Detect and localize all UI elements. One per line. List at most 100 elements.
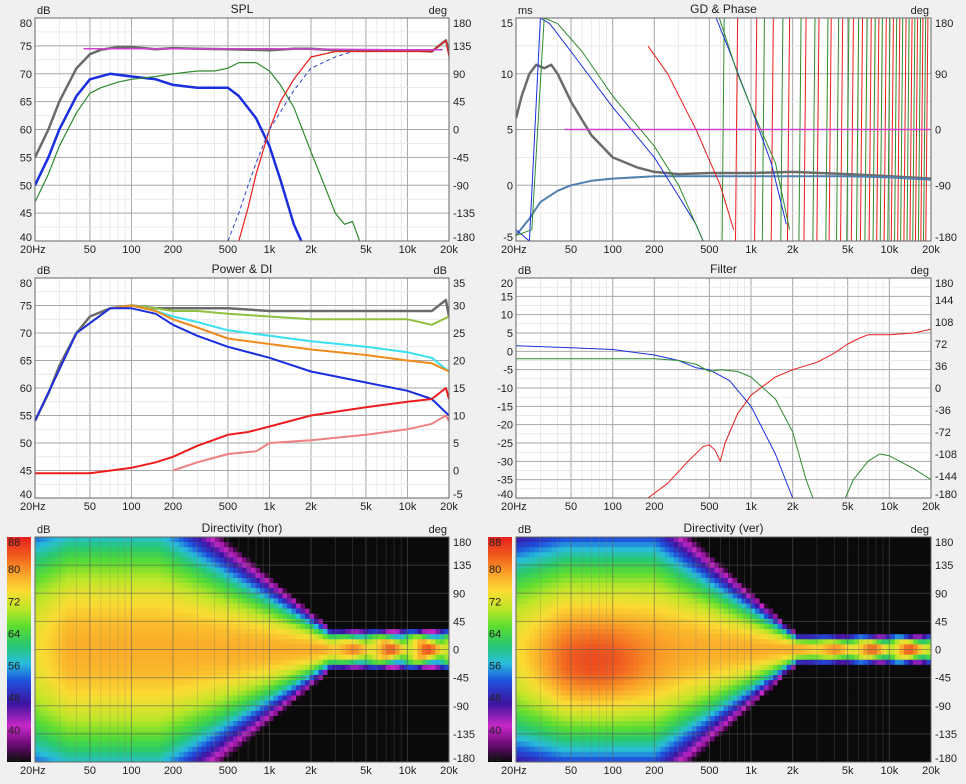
heat-cell (161, 583, 166, 589)
heat-cell (359, 598, 364, 604)
heat-cell (130, 557, 135, 563)
heat-cell (233, 747, 238, 753)
heat-cell (543, 629, 548, 635)
heat-cell (139, 542, 144, 548)
heat-cell (355, 752, 360, 758)
heat-cell (179, 614, 184, 620)
heat-cell (139, 650, 144, 656)
heat-cell (112, 650, 117, 656)
heat-cell (80, 726, 85, 732)
heat-cell (116, 696, 121, 702)
heat-cell (193, 655, 198, 661)
heat-cell (197, 552, 202, 558)
heat-cell (534, 711, 539, 717)
heat-cell (337, 583, 342, 589)
heat-cell (539, 752, 544, 758)
heat-cell (247, 537, 252, 543)
heat-cell (125, 690, 130, 696)
heat-cell (62, 660, 67, 666)
heat-cell (58, 742, 63, 748)
heat-cell (400, 665, 405, 671)
heat-cell (193, 716, 198, 722)
heat-cell (400, 583, 405, 589)
heat-cell (215, 568, 220, 574)
heat-cell (409, 598, 414, 604)
heat-cell (534, 542, 539, 548)
heat-cell (314, 578, 319, 584)
heat-cell (377, 736, 382, 742)
x-tick-label: 10k (399, 501, 417, 513)
heat-cell (193, 665, 198, 671)
heat-cell (125, 639, 130, 645)
heat-cell (233, 547, 238, 553)
heat-cell (49, 650, 54, 656)
heat-cell (188, 711, 193, 717)
heat-cell (112, 552, 117, 558)
heat-cell (161, 696, 166, 702)
heat-cell (310, 736, 315, 742)
heat-cell (116, 685, 121, 691)
heat-cell (67, 537, 72, 543)
heat-cell (238, 736, 243, 742)
heat-cell (179, 542, 184, 548)
x-tick-label: 500 (219, 765, 237, 777)
heat-cell (409, 747, 414, 753)
heat-cell (274, 752, 279, 758)
heat-cell (184, 573, 189, 579)
heat-cell (337, 614, 342, 620)
heat-cell (166, 568, 171, 574)
heat-cell (377, 639, 382, 645)
heat-cell (215, 736, 220, 742)
heat-cell (292, 747, 297, 753)
heat-cell (539, 690, 544, 696)
heat-cell (521, 593, 526, 599)
heat-cell (179, 706, 184, 712)
heat-cell (278, 578, 283, 584)
heat-cell (534, 660, 539, 666)
heat-cell (521, 696, 526, 702)
heat-cell (525, 655, 530, 661)
heat-cell (287, 634, 292, 640)
heat-cell (152, 578, 157, 584)
heat-cell (148, 552, 153, 558)
heat-cell (134, 680, 139, 686)
heat-cell (539, 609, 544, 615)
heat-cell (35, 573, 40, 579)
heat-cell (220, 721, 225, 727)
heat-cell (202, 660, 207, 666)
heat-cell (220, 736, 225, 742)
heat-cell (530, 690, 535, 696)
heat-cell (35, 583, 40, 589)
heat-cell (40, 665, 45, 671)
heat-cell (157, 634, 162, 640)
heat-cell (107, 660, 112, 666)
heat-cell (112, 568, 117, 574)
heat-cell (386, 542, 391, 548)
heat-cell (310, 537, 315, 543)
heat-cell (418, 680, 423, 686)
heat-cell (184, 542, 189, 548)
heat-cell (341, 655, 346, 661)
heat-cell (332, 711, 337, 717)
heat-cell (377, 568, 382, 574)
y-tick-label: -25 (497, 438, 513, 450)
heat-cell (202, 696, 207, 702)
heat-cell (386, 685, 391, 691)
heat-cell (323, 665, 328, 671)
heat-cell (341, 603, 346, 609)
heat-cell (516, 706, 521, 712)
heat-cell (436, 716, 441, 722)
heat-cell (418, 736, 423, 742)
heat-cell (175, 685, 180, 691)
heat-cell (552, 598, 557, 604)
y2-tick-label: -180 (453, 232, 475, 244)
heat-cell (525, 660, 530, 666)
heat-cell (310, 711, 315, 717)
heat-cell (359, 736, 364, 742)
heat-cell (418, 752, 423, 758)
heat-cell (409, 685, 414, 691)
heat-cell (85, 690, 90, 696)
heat-cell (193, 552, 198, 558)
heat-cell (233, 716, 238, 722)
x-tick-label: 5k (360, 244, 372, 256)
